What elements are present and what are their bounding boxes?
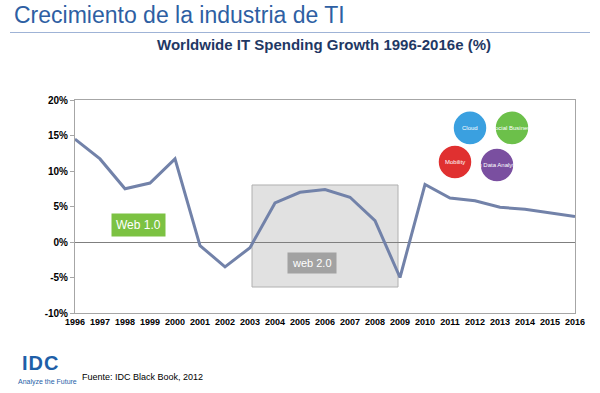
svg-text:Big Data Analytics: Big Data Analytics <box>473 162 521 168</box>
html-text:Fuente: IDC Black Book, 2012: Fuente: IDC Black Book, 2012 <box>82 372 204 382</box>
svg-text:10%: 10% <box>48 166 68 177</box>
svg-text:2015: 2015 <box>540 317 560 327</box>
svg-text:-5%: -5% <box>50 272 68 283</box>
svg-text:2001: 2001 <box>190 317 210 327</box>
svg-text:-10%: -10% <box>45 308 68 319</box>
svg-text:web 2.0: web 2.0 <box>292 257 332 269</box>
svg-text:1997: 1997 <box>90 317 110 327</box>
svg-text:1996: 1996 <box>65 317 85 327</box>
svg-text:15%: 15% <box>48 130 68 141</box>
svg-text:Mobility: Mobility <box>445 159 465 165</box>
svg-text:2011: 2011 <box>440 317 460 327</box>
svg-text:Cloud: Cloud <box>462 125 478 131</box>
svg-text:Social Business: Social Business <box>491 125 533 131</box>
svg-text:2000: 2000 <box>165 317 185 327</box>
svg-text:2002: 2002 <box>215 317 235 327</box>
svg-text:2006: 2006 <box>315 317 335 327</box>
svg-text:2014: 2014 <box>515 317 535 327</box>
svg-text:1999: 1999 <box>140 317 160 327</box>
svg-text:2016: 2016 <box>565 317 585 327</box>
svg-text:2007: 2007 <box>340 317 360 327</box>
svg-text:2003: 2003 <box>240 317 260 327</box>
svg-text:5%: 5% <box>54 201 69 212</box>
svg-text:0%: 0% <box>54 237 69 248</box>
svg-text:2005: 2005 <box>290 317 310 327</box>
svg-text:Web 1.0: Web 1.0 <box>116 218 161 232</box>
svg-text:20%: 20% <box>48 95 68 106</box>
html-text:Analyze the Future: Analyze the Future <box>18 378 77 385</box>
svg-text:2010: 2010 <box>415 317 435 327</box>
svg-text:2013: 2013 <box>490 317 510 327</box>
svg-text:1998: 1998 <box>115 317 135 327</box>
html-text:IDC: IDC <box>22 352 60 374</box>
html-text:Crecimiento de la industria de: Crecimiento de la industria de TI <box>14 2 345 28</box>
svg-text:2008: 2008 <box>365 317 385 327</box>
svg-text:2004: 2004 <box>265 317 285 327</box>
svg-text:2012: 2012 <box>465 317 485 327</box>
svg-text:2009: 2009 <box>390 317 410 327</box>
svg-text:Worldwide IT Spending Growth 1: Worldwide IT Spending Growth 1996-2016e … <box>157 36 491 53</box>
